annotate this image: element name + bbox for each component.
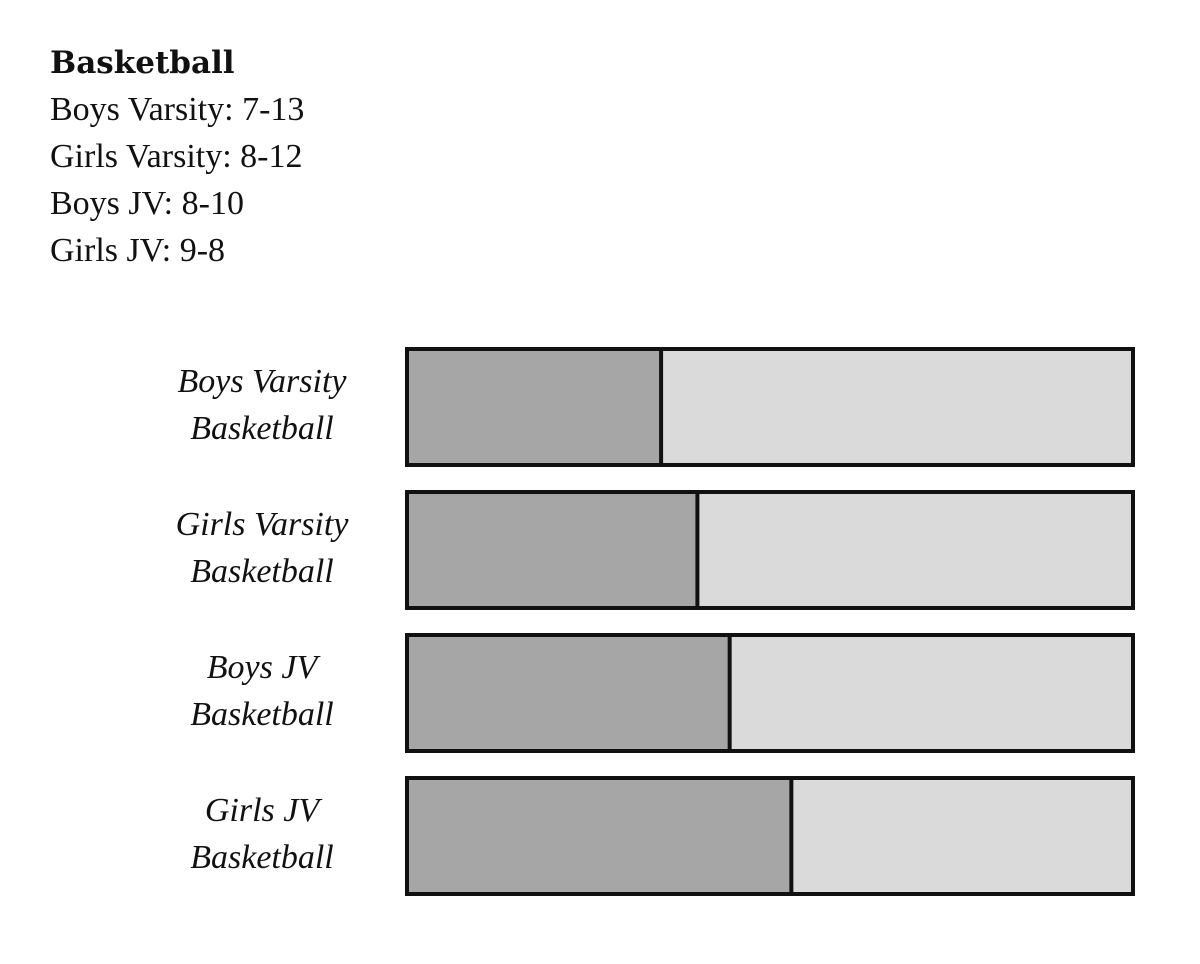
category-label-line: Basketball xyxy=(190,839,334,876)
bar-wins-boys-varsity xyxy=(407,349,662,465)
record-boys-jv: Boys JV: 8-10 xyxy=(50,185,244,222)
category-label-line: Boys Varsity xyxy=(177,363,347,400)
bar-wins-boys-jv xyxy=(407,635,730,751)
bar-outline-boys-varsity xyxy=(405,347,1135,467)
season-records: Basketball Boys Varsity: 7-13 Girls Vars… xyxy=(50,40,304,274)
category-label-line: Girls Varsity xyxy=(176,506,350,543)
category-label-girls-jv: Girls JV Basketball xyxy=(190,792,334,876)
category-label-boys-varsity: Boys Varsity Basketball xyxy=(177,363,347,447)
bar-losses-girls-jv xyxy=(791,778,1133,894)
bar-outline-girls-varsity xyxy=(405,490,1135,610)
record-boys-varsity: Boys Varsity: 7-13 xyxy=(50,91,305,128)
category-label-boys-jv: Boys JV Basketball xyxy=(190,649,334,733)
category-label-line: Girls JV xyxy=(205,792,324,829)
bar-losses-boys-varsity xyxy=(661,349,1133,465)
category-label-line: Basketball xyxy=(190,696,334,733)
record-girls-varsity: Girls Varsity: 8-12 xyxy=(50,138,303,175)
bar-outline-girls-jv xyxy=(405,776,1135,896)
category-label-girls-varsity: Girls Varsity Basketball xyxy=(176,506,350,590)
bar-losses-girls-varsity xyxy=(697,492,1133,608)
bar-outline-boys-jv xyxy=(405,633,1135,753)
bar-losses-boys-jv xyxy=(729,635,1133,751)
records-title: Basketball xyxy=(50,45,235,81)
category-label-line: Basketball xyxy=(190,410,334,447)
bar-wins-girls-varsity xyxy=(407,492,698,608)
category-label-line: Boys JV xyxy=(207,649,322,686)
record-girls-jv: Girls JV: 9-8 xyxy=(50,232,226,269)
bar-wins-girls-jv xyxy=(407,778,792,894)
category-label-line: Basketball xyxy=(190,553,334,590)
